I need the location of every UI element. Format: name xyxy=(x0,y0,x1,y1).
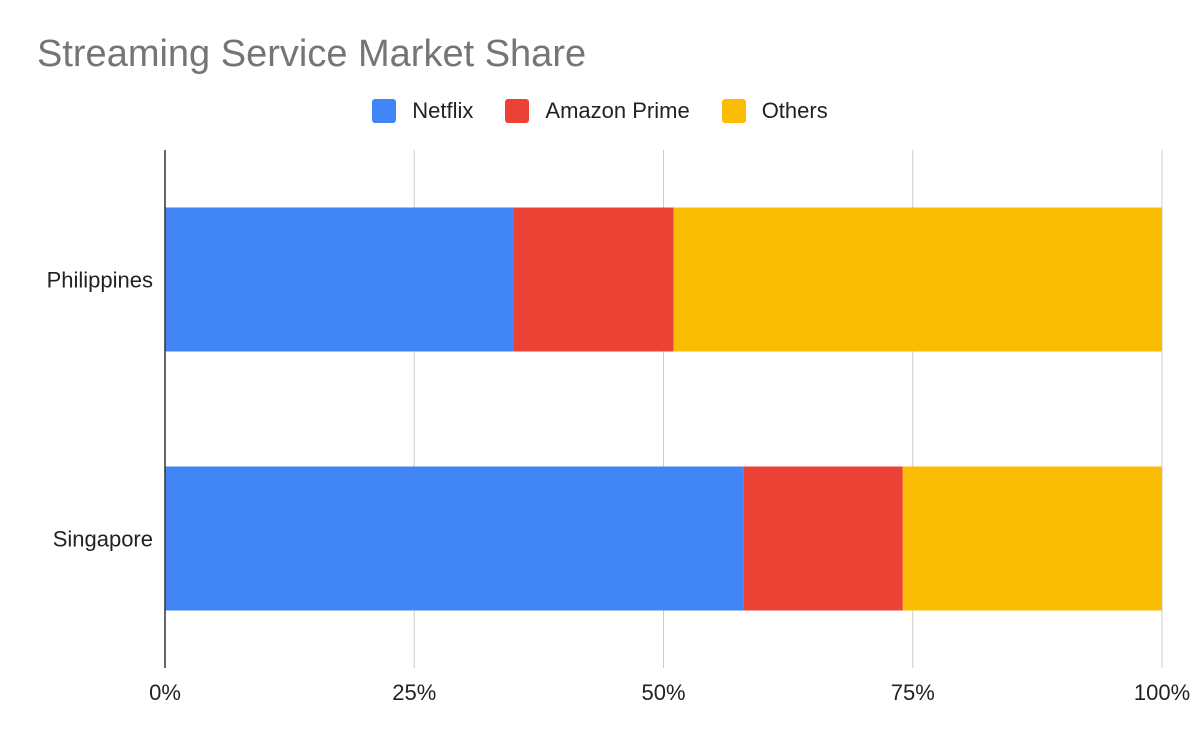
legend-label-netflix: Netflix xyxy=(412,98,474,123)
legend-item-netflix[interactable]: Netflix xyxy=(372,98,473,124)
legend: Netflix Amazon Prime Others xyxy=(0,98,1200,124)
bar-netflix-singapore[interactable] xyxy=(165,466,744,611)
legend-item-amazon-prime[interactable]: Amazon Prime xyxy=(505,98,690,124)
y-category-label: Philippines xyxy=(47,268,153,293)
chart-title: Streaming Service Market Share xyxy=(37,33,587,75)
bars xyxy=(165,207,1162,611)
legend-swatch-amazon-prime xyxy=(505,99,530,123)
legend-swatch-others xyxy=(721,99,746,123)
x-tick-label: 100% xyxy=(1134,680,1190,705)
legend-label-amazon-prime: Amazon Prime xyxy=(545,98,690,123)
x-tick-label: 50% xyxy=(641,680,685,705)
bar-others-philippines[interactable] xyxy=(673,207,1162,352)
bar-amazon-prime-philippines[interactable] xyxy=(513,207,674,352)
x-tick-label: 0% xyxy=(149,680,181,705)
y-category-label: Singapore xyxy=(53,527,153,552)
legend-item-others[interactable]: Others xyxy=(721,98,828,124)
legend-label-others: Others xyxy=(761,98,828,123)
x-tick-label: 75% xyxy=(891,680,935,705)
bar-others-singapore[interactable] xyxy=(902,466,1162,611)
axis-labels: 0% 25% 50% 75% 100% Philippines Singapore xyxy=(47,268,1191,706)
legend-swatch-netflix xyxy=(372,99,397,123)
bar-amazon-prime-singapore[interactable] xyxy=(743,466,903,611)
bar-netflix-philippines[interactable] xyxy=(165,207,514,352)
x-tick-label: 25% xyxy=(392,680,436,705)
